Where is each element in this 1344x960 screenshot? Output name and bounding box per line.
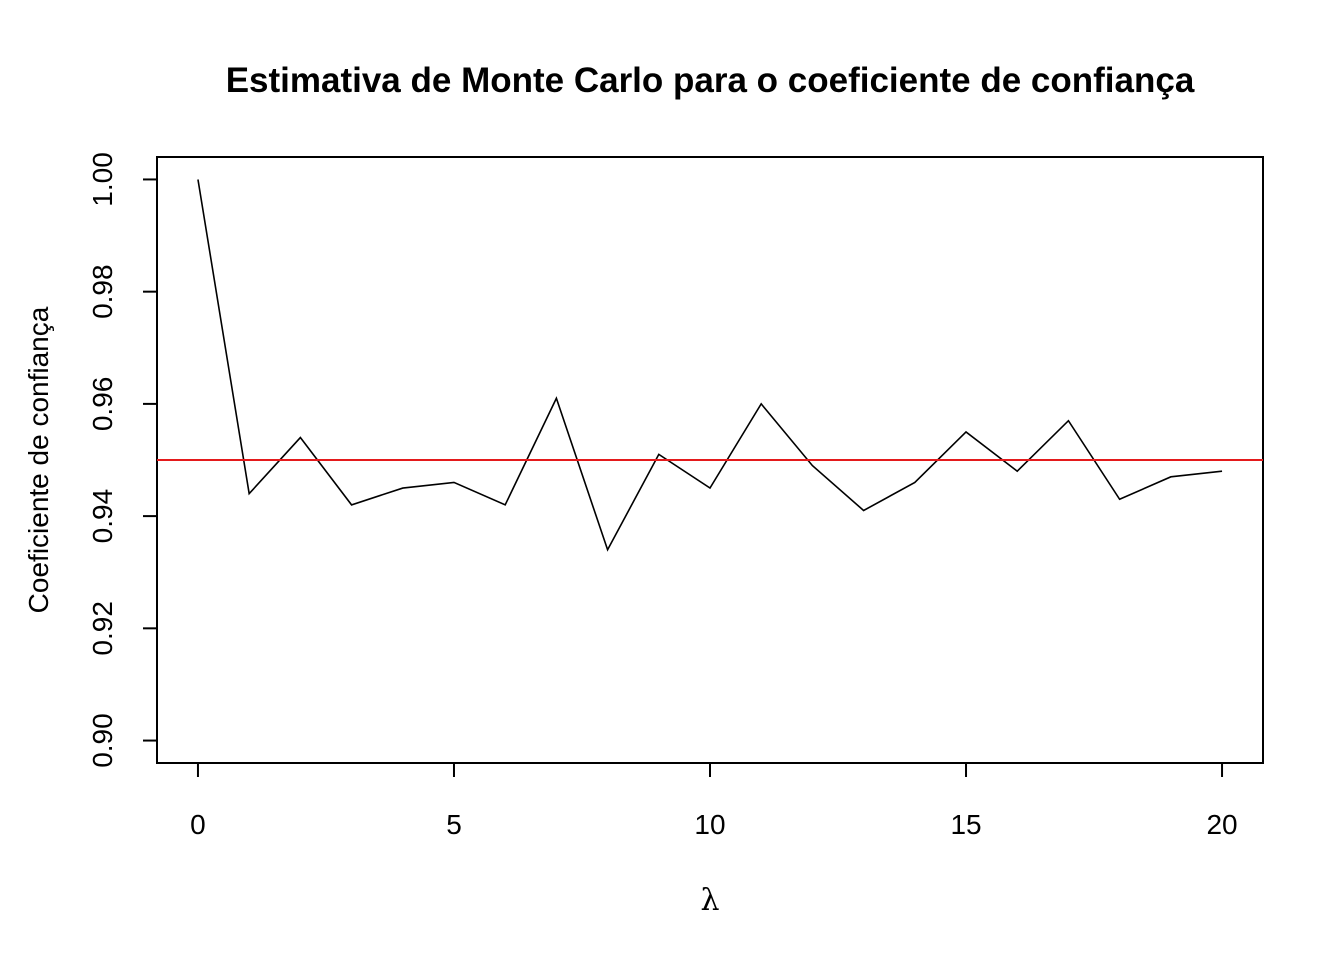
y-tick-label: 1.00 [87, 152, 118, 207]
y-axis: 0.90 0.92 0.94 0.96 0.98 1.00 [87, 152, 158, 768]
y-axis-label: Coeficiente de confiança [23, 306, 54, 613]
x-tick-label: 10 [694, 809, 725, 840]
x-tick-label: 20 [1206, 809, 1237, 840]
x-axis-label: λ [700, 883, 719, 918]
x-axis: 0 5 10 15 20 [190, 762, 1238, 840]
y-tick-label: 0.94 [87, 489, 118, 544]
y-tick-label: 0.90 [87, 713, 118, 768]
chart-title: Estimativa de Monte Carlo para o coefici… [226, 61, 1195, 100]
x-tick-label: 5 [446, 809, 462, 840]
y-tick-label: 0.96 [87, 377, 118, 432]
x-tick-label: 0 [190, 809, 206, 840]
series-layer [197, 179, 1223, 552]
y-tick-label: 0.92 [87, 601, 118, 656]
series-line [197, 179, 1223, 552]
y-tick-label: 0.98 [87, 264, 118, 319]
x-tick-label: 15 [950, 809, 981, 840]
